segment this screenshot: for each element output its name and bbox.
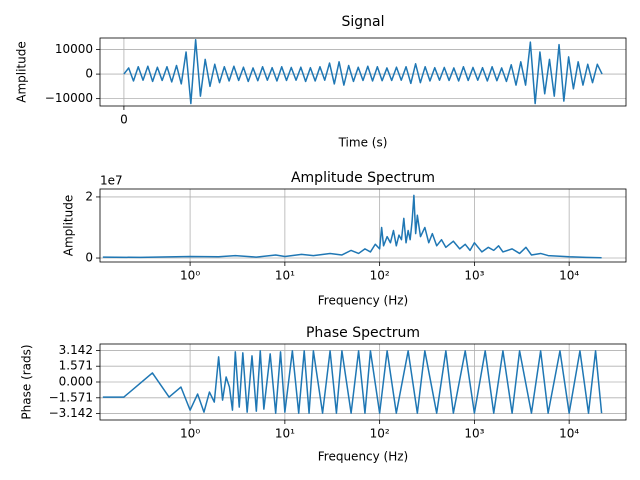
- x-tick-label: 10⁰: [180, 427, 200, 441]
- y-axis-label: Phase (rads): [20, 344, 34, 419]
- y-tick-label: −1.571: [49, 390, 93, 404]
- signal-line: [102, 194, 602, 259]
- x-tick-label: 10¹: [275, 427, 295, 441]
- x-axis-label: Time (s): [338, 136, 388, 150]
- x-tick-label: 10³: [464, 269, 484, 283]
- axes-frame: [99, 37, 627, 107]
- x-axis-label: Frequency (Hz): [318, 294, 409, 308]
- x-tick-label: 10⁰: [180, 269, 200, 283]
- y-axis-label: Amplitude: [15, 41, 29, 103]
- x-tick-label: 10⁴: [559, 427, 579, 441]
- x-tick-label: 10²: [370, 269, 390, 283]
- x-tick-label: 0: [120, 113, 128, 127]
- chart-title: Phase Spectrum: [306, 325, 420, 341]
- signal-line: [102, 350, 603, 414]
- y-tick-label: 0: [85, 67, 93, 81]
- x-tick-label: 10³: [464, 427, 484, 441]
- axes-frame: [99, 188, 627, 263]
- y-offset-label: 1e7: [100, 174, 123, 188]
- y-tick-label: −3.142: [49, 406, 93, 420]
- y-tick-label: 3.142: [59, 343, 93, 357]
- x-tick-label: 10²: [370, 427, 390, 441]
- y-tick-label: 2: [85, 189, 93, 203]
- x-axis-label: Frequency (Hz): [318, 450, 409, 464]
- x-tick-label: 10⁴: [559, 269, 579, 283]
- axes-frame: [99, 343, 627, 421]
- y-tick-label: −10000: [45, 91, 93, 105]
- signal-line: [123, 38, 603, 105]
- y-tick-label: 10000: [55, 42, 93, 56]
- y-axis-label: Amplitude: [62, 195, 76, 257]
- chart-title: Amplitude Spectrum: [291, 170, 435, 186]
- x-tick-label: 10¹: [275, 269, 295, 283]
- y-tick-label: 0: [85, 251, 93, 265]
- y-tick-label: 1.571: [59, 359, 93, 373]
- chart-title: Signal: [341, 14, 384, 30]
- y-tick-label: 0.000: [59, 375, 93, 389]
